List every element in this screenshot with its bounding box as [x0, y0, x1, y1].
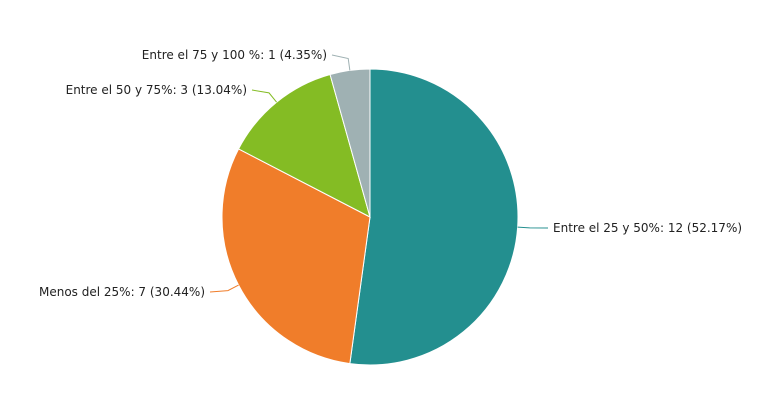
slice-label-4: Entre el 75 y 100 %: 1 (4.35%) — [142, 48, 327, 62]
slice-label-3: Entre el 50 y 75%: 3 (13.04%) — [66, 83, 247, 97]
leader-line-1 — [517, 226, 549, 229]
slices-layer — [221, 68, 519, 366]
leader-line-4 — [331, 54, 351, 71]
slice-label-1: Entre el 25 y 50%: 12 (52.17%) — [553, 221, 742, 235]
leader-line-3 — [251, 89, 277, 103]
labels-layer: Entre el 25 y 50%: 12 (52.17%) Menos del … — [39, 48, 742, 299]
leader-lines-layer — [209, 54, 549, 293]
slice-label-2: Menos del 25%: 7 (30.44%) — [39, 285, 205, 299]
leader-line-2 — [209, 284, 239, 293]
pie-slice-1 — [349, 68, 519, 366]
